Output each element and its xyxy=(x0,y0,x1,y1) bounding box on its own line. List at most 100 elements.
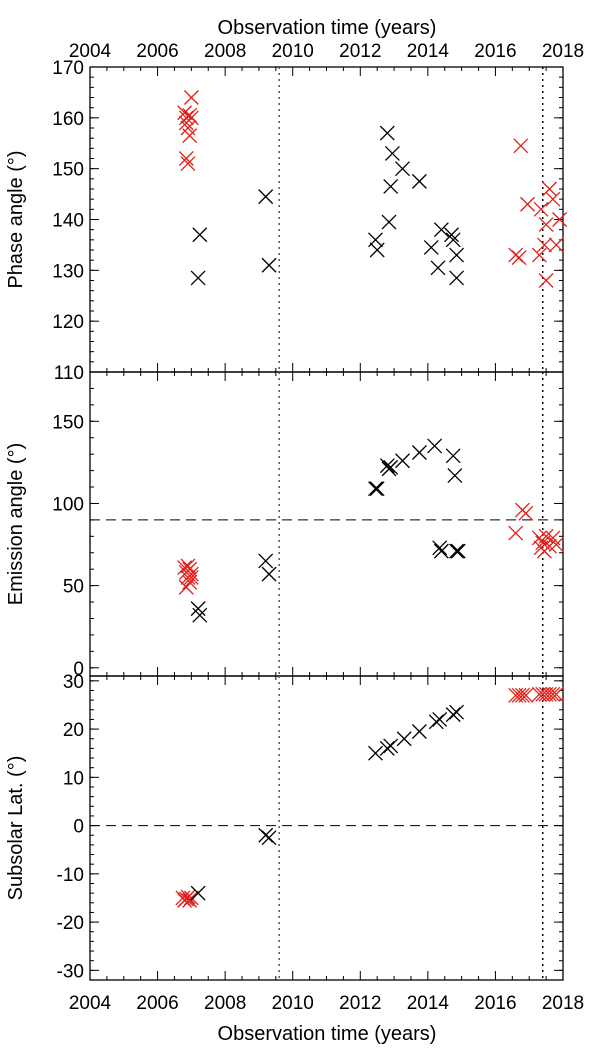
data-point-red xyxy=(511,687,527,703)
marker-stroke xyxy=(449,543,465,559)
data-point-red xyxy=(548,537,564,553)
marker-stroke xyxy=(411,445,427,460)
marker-stroke xyxy=(427,438,443,454)
top-x-tick-label: 2004 xyxy=(69,41,112,62)
y-axis-title: Phase angle (°) xyxy=(5,150,27,288)
marker-stroke xyxy=(545,530,561,546)
y-tick-label: 150 xyxy=(52,412,84,433)
marker-stroke xyxy=(533,201,549,217)
panel-1: 110 120 130 140 150 160 170 Phase angle (°) xyxy=(5,58,568,384)
marker-stroke xyxy=(538,528,554,544)
marker-stroke xyxy=(445,232,461,248)
marker-stroke xyxy=(548,686,564,702)
data-point-black xyxy=(379,458,395,474)
bottom-x-tick-label: 2016 xyxy=(474,993,516,1014)
data-point-black xyxy=(395,161,410,177)
marker-stroke xyxy=(379,740,395,756)
marker-stroke xyxy=(428,714,444,730)
marker-stroke xyxy=(536,237,552,253)
marker-stroke xyxy=(511,250,527,266)
data-point-red xyxy=(542,686,557,702)
top-x-tick-label: 2008 xyxy=(204,41,246,62)
top-x-tick-label: 2006 xyxy=(136,41,178,62)
data-point-red xyxy=(538,273,554,288)
data-point-red xyxy=(508,525,524,541)
data-point-red xyxy=(548,237,564,253)
marker-stroke xyxy=(369,481,385,497)
bottom-x-tick-label: 2014 xyxy=(407,993,450,1014)
marker-stroke xyxy=(449,247,465,263)
data-point-red xyxy=(514,687,530,703)
y-tick-label: 120 xyxy=(52,312,84,333)
data-point-black xyxy=(450,543,466,559)
marker-stroke xyxy=(183,566,199,582)
data-point-black xyxy=(411,173,427,189)
data-point-black xyxy=(449,543,465,559)
data-point-red xyxy=(542,181,557,197)
marker-stroke xyxy=(182,128,198,144)
marker-stroke xyxy=(182,561,198,577)
bottom-x-tick-label: 2006 xyxy=(136,993,178,1014)
data-point-black xyxy=(432,711,448,727)
data-point-black xyxy=(368,232,383,248)
bottom-x-tick-label: 2012 xyxy=(339,993,381,1014)
top-axis-title: Observation time (years) xyxy=(218,17,437,39)
plot-area: 110 120 130 140 150 160 170 Phase angle (°) 0 50 1… xyxy=(5,41,584,1014)
bottom-x-tick-label: 2018 xyxy=(542,993,584,1014)
data-point-black xyxy=(381,214,397,230)
data-point-red xyxy=(183,90,199,105)
y-tick-label: 150 xyxy=(52,160,84,181)
marker-stroke xyxy=(178,115,194,131)
marker-stroke xyxy=(445,448,461,464)
top-x-tick-label: 2010 xyxy=(272,41,314,62)
marker-stroke xyxy=(396,731,412,747)
y-axis-title: Emission angle (°) xyxy=(5,443,27,606)
marker-stroke xyxy=(542,538,557,554)
data-point-red xyxy=(183,566,199,582)
marker-stroke xyxy=(447,468,463,483)
data-point-black xyxy=(411,445,427,460)
top-x-tick-label: 2018 xyxy=(542,41,584,62)
data-point-black xyxy=(258,827,274,843)
data-point-red xyxy=(183,890,199,906)
data-point-black xyxy=(383,178,399,194)
data-point-black xyxy=(261,566,277,582)
data-point-red xyxy=(511,250,527,266)
data-point-red xyxy=(183,569,199,585)
marker-stroke xyxy=(178,151,194,166)
marker-stroke xyxy=(383,459,399,475)
top-x-tick-label: 2016 xyxy=(474,41,516,62)
marker-stroke xyxy=(432,540,448,556)
data-point-black xyxy=(369,242,385,258)
marker-stroke xyxy=(261,830,277,846)
panel-3: -30 -20 -10 0 10 20 30 Subsolar Lat. (°) xyxy=(5,672,564,982)
top-x-tick-label: 2012 xyxy=(339,41,381,62)
data-point-black xyxy=(383,738,399,754)
data-point-black xyxy=(433,222,449,238)
data-point-red xyxy=(531,247,547,263)
y-tick-label: -20 xyxy=(57,913,84,934)
y-tick-label: 110 xyxy=(54,363,84,384)
marker-stroke xyxy=(538,217,554,233)
marker-stroke xyxy=(518,687,534,703)
marker-stroke xyxy=(552,212,568,227)
marker-stroke xyxy=(542,686,557,702)
marker-stroke xyxy=(183,569,199,585)
data-point-black xyxy=(379,125,395,141)
marker-stroke xyxy=(379,125,395,141)
data-point-black xyxy=(423,239,439,255)
data-point-red xyxy=(545,191,561,207)
marker-stroke xyxy=(520,196,535,212)
y-tick-label: 30 xyxy=(63,672,84,693)
data-point-black xyxy=(427,438,443,454)
data-point-red xyxy=(178,151,194,166)
data-point-red xyxy=(538,528,554,544)
data-point-black xyxy=(384,145,400,161)
marker-stroke xyxy=(542,181,557,197)
panel-frame xyxy=(89,66,564,373)
data-point-red xyxy=(182,107,198,123)
data-point-black xyxy=(261,257,277,273)
marker-stroke xyxy=(538,273,554,288)
y-tick-label: 160 xyxy=(52,109,84,130)
